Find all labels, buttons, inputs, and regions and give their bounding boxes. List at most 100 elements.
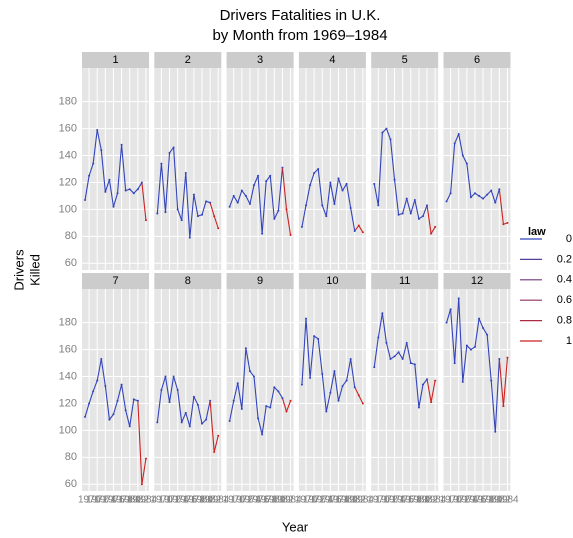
line-segment [398, 352, 404, 360]
line-segment [466, 163, 472, 198]
line-segment [358, 395, 364, 404]
point [228, 205, 231, 208]
y-tick-label: 160 [59, 344, 77, 356]
line-segment [164, 376, 171, 403]
point [321, 372, 324, 375]
point [385, 127, 388, 130]
strip-label: 11 [399, 275, 410, 287]
y-tick-label: 120 [59, 176, 77, 188]
legend-label: 0.2 [557, 253, 572, 265]
y-tick-label: 140 [59, 370, 77, 382]
point [449, 308, 452, 311]
strip-label: 3 [257, 54, 263, 66]
point [124, 189, 127, 192]
line-segment [494, 189, 500, 203]
point [96, 128, 99, 131]
y-tick-label: 60 [65, 257, 77, 269]
line-segment [209, 202, 215, 217]
line-segment [418, 384, 424, 408]
point [337, 399, 340, 402]
point [413, 198, 416, 201]
x-tick-label: 1982 [199, 495, 222, 506]
strip [443, 52, 511, 68]
point [357, 394, 360, 397]
line-segment [185, 412, 191, 427]
line-segment [317, 168, 323, 206]
x-tick-label: 1978 [327, 495, 350, 506]
line-segment [112, 193, 119, 207]
point [465, 162, 468, 165]
point [405, 341, 408, 344]
x-tick-label: 1980 [335, 495, 358, 506]
point [232, 399, 235, 402]
point [341, 384, 344, 387]
panel [371, 68, 439, 270]
point [180, 421, 183, 424]
line-segment [309, 336, 315, 378]
point [430, 401, 433, 404]
point [409, 362, 412, 365]
line-segment [301, 318, 307, 385]
point [104, 190, 107, 193]
line-segment [156, 389, 162, 423]
line-segment [325, 392, 331, 412]
line-segment [414, 364, 420, 408]
line-segment [116, 144, 123, 194]
y-axis-label: Drivers [11, 249, 26, 291]
point [434, 225, 437, 228]
x-tick-label: 1972 [86, 495, 109, 506]
x-tick-label: 1982 [127, 495, 150, 506]
point [273, 217, 276, 220]
point [160, 389, 163, 391]
line-segment [389, 139, 396, 180]
strip-label: 12 [471, 275, 483, 287]
line-segment [233, 195, 239, 203]
line-segment [285, 209, 292, 236]
point [281, 166, 284, 169]
x-tick-label: 1980 [480, 495, 503, 506]
point [357, 224, 360, 227]
point [417, 406, 420, 409]
line-segment [189, 396, 195, 427]
line-segment [277, 391, 283, 399]
point [494, 430, 497, 433]
point [180, 219, 183, 222]
x-tick-label: 1982 [271, 495, 294, 506]
legend-label: 0.6 [557, 294, 572, 306]
point [397, 351, 400, 354]
line-segment [253, 376, 259, 419]
line-segment [169, 147, 175, 154]
point [196, 215, 199, 218]
point [188, 425, 191, 428]
line-segment [108, 179, 115, 207]
point [104, 384, 107, 387]
strip [82, 52, 149, 68]
y-tick-label: 100 [59, 203, 77, 215]
point [349, 358, 352, 361]
x-tick-label: 1984 [424, 495, 447, 506]
panel [154, 68, 222, 270]
line-segment [168, 376, 175, 403]
line-segment [333, 371, 340, 401]
point [353, 229, 356, 232]
line-segment [346, 358, 352, 381]
point [228, 419, 231, 422]
line-segment [281, 167, 288, 210]
strip [371, 273, 439, 289]
x-tick-label: 1970 [295, 495, 318, 506]
point [465, 344, 468, 347]
line-segment [309, 172, 315, 186]
line-segment [156, 163, 162, 214]
line-segment [402, 342, 408, 360]
panel [443, 289, 511, 491]
point [490, 189, 493, 192]
legend-title: law [528, 226, 546, 238]
x-tick-label: 1972 [158, 495, 181, 506]
x-tick-label: 1982 [344, 495, 367, 506]
line-segment [177, 389, 183, 423]
panel [443, 68, 511, 270]
point [361, 402, 364, 405]
line-segment [249, 370, 255, 377]
point [188, 236, 191, 239]
x-tick-label: 1976 [175, 495, 198, 506]
